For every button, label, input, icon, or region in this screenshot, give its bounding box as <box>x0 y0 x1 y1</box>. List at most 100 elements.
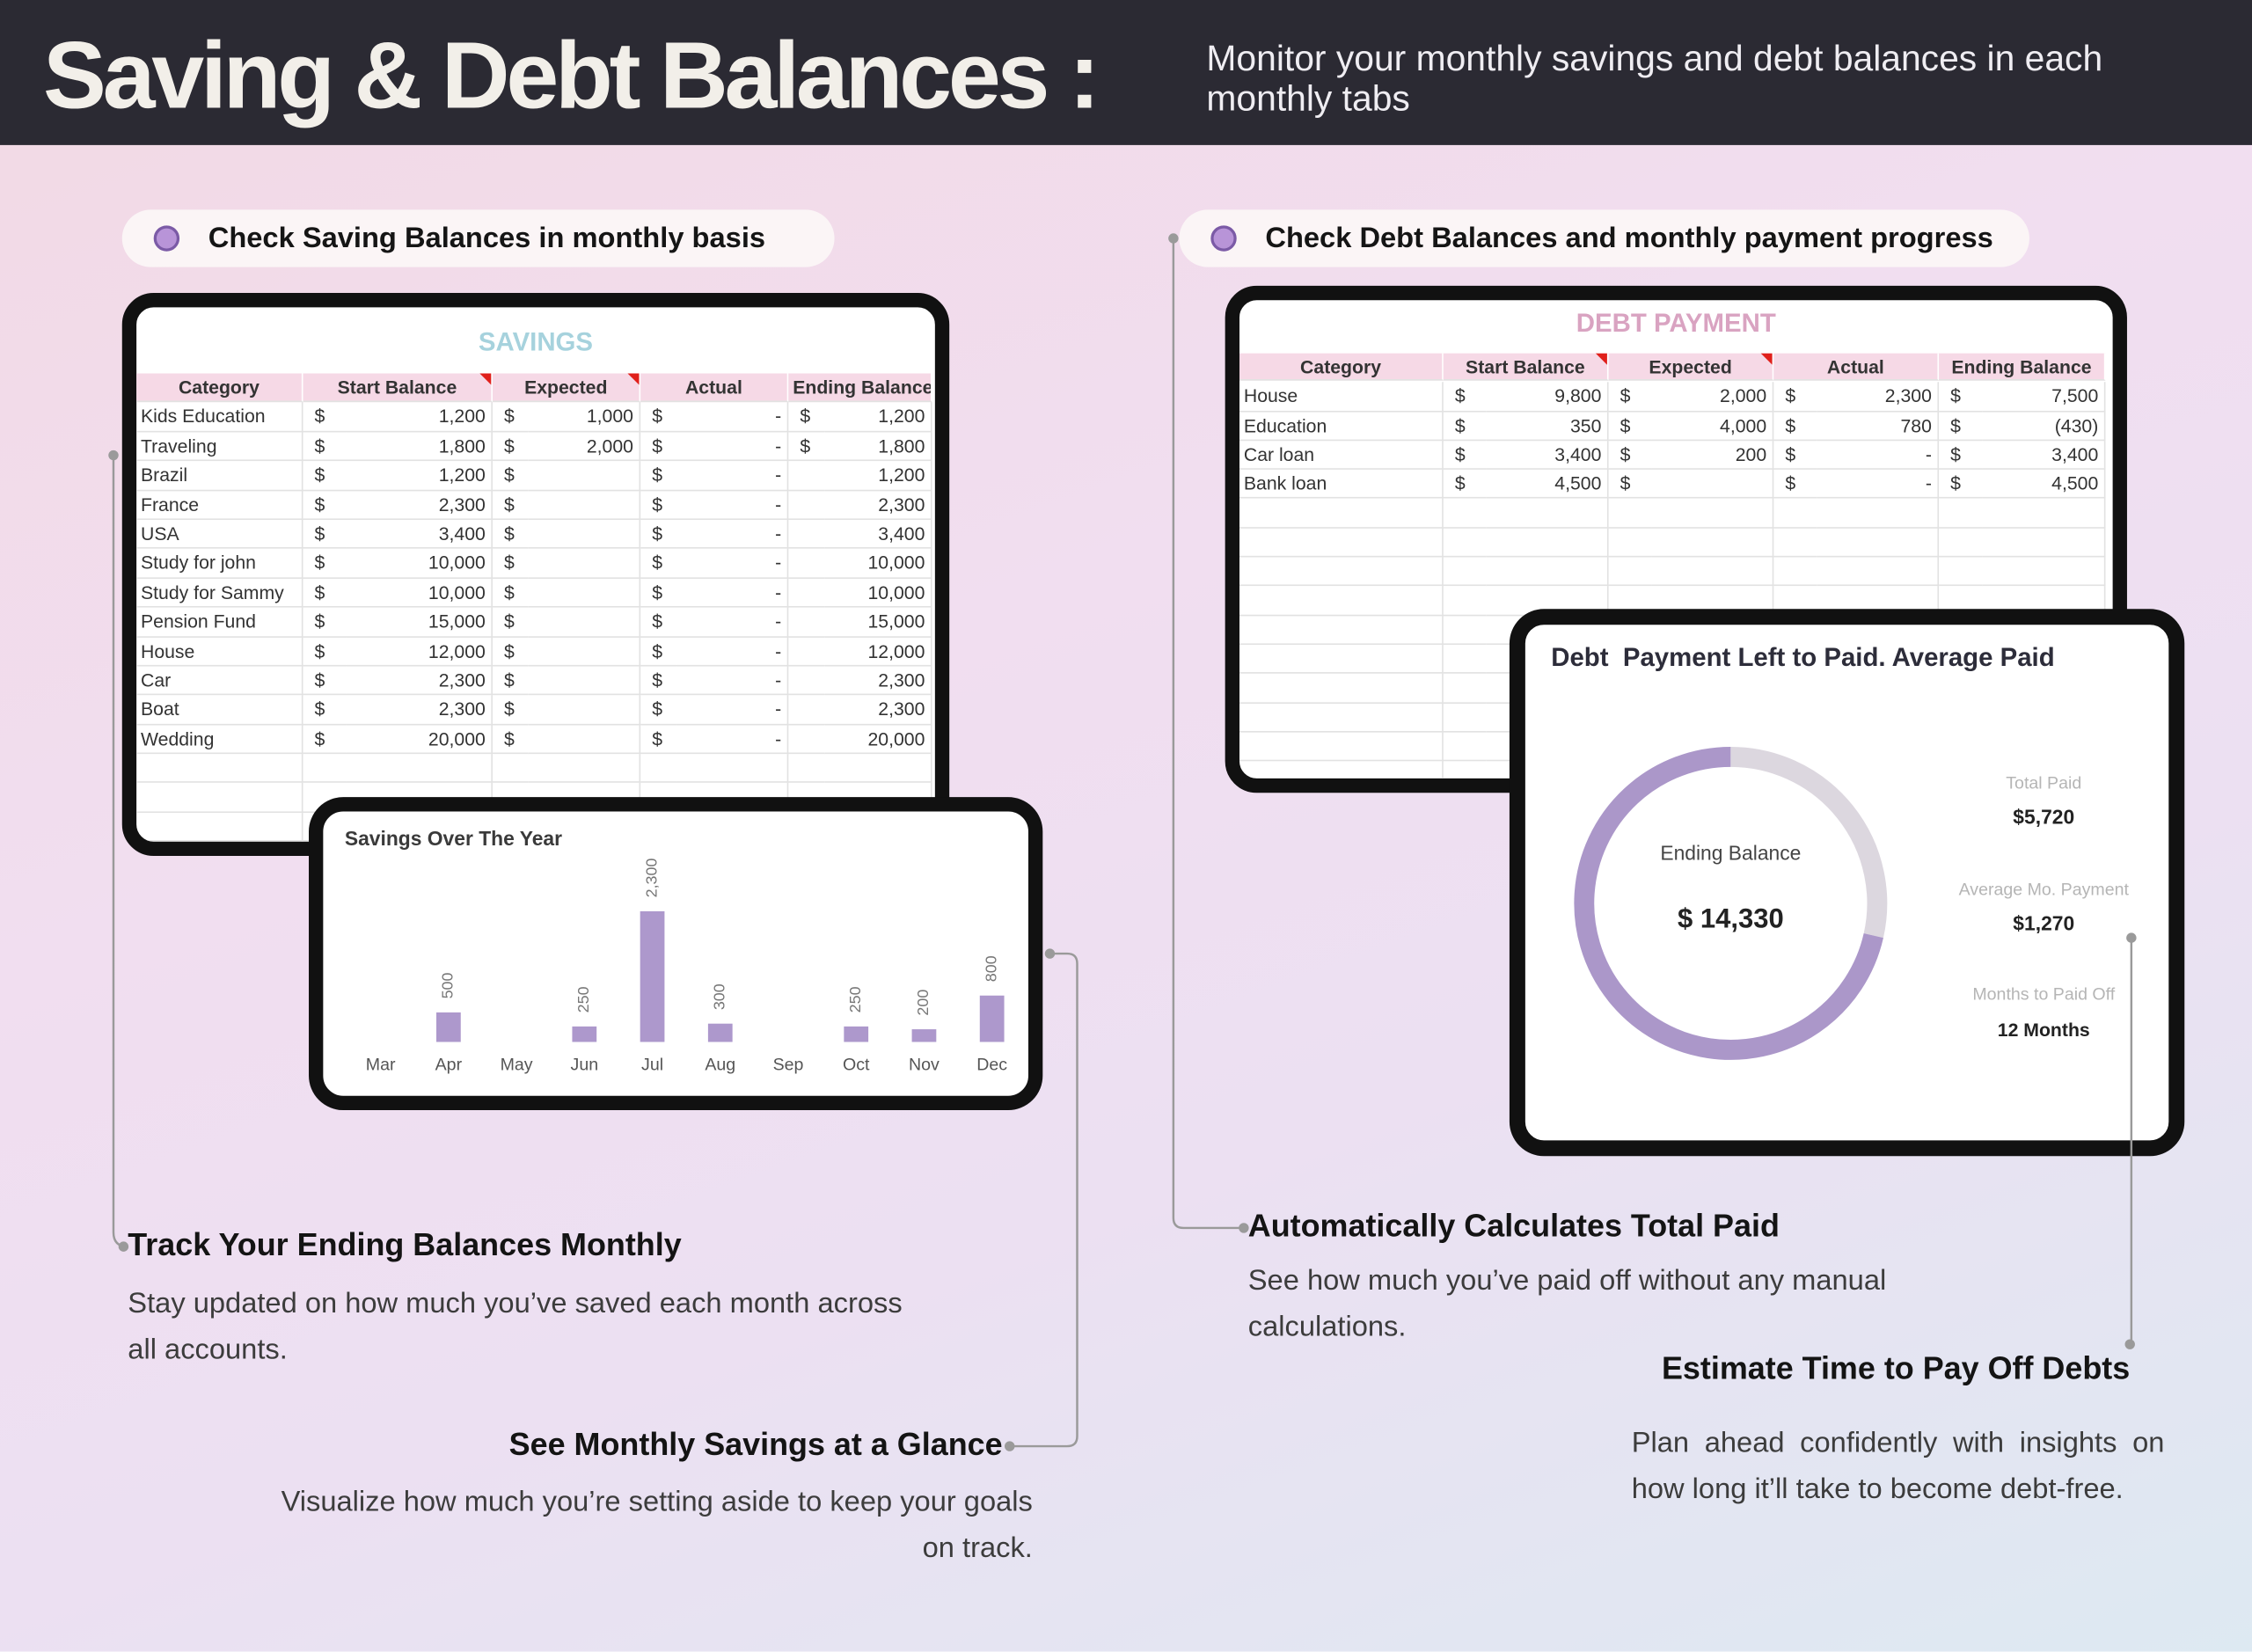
empty-cell <box>1773 528 1817 558</box>
amount-cell: 1,800 <box>346 432 493 462</box>
currency-cell: $ <box>1939 383 1983 412</box>
amount-cell: 2,000 <box>1651 382 1774 412</box>
empty-cell <box>1773 499 1817 529</box>
currency-cell: $ <box>303 491 347 520</box>
amount-cell: (430) <box>1982 411 2106 442</box>
connector-dot <box>108 450 119 461</box>
currency-cell: $ <box>640 608 676 638</box>
amount-cell <box>1651 470 1774 500</box>
feature-text: See how much you’ve paid off without any… <box>1247 1265 1887 1343</box>
amount-cell: 12,000 <box>346 637 493 667</box>
currency-cell: $ <box>1608 470 1652 500</box>
currency-cell: $ <box>1939 470 1983 500</box>
center-value: $ 14,330 <box>1678 903 1784 934</box>
empty-cell <box>1486 557 1609 587</box>
amount-cell: - <box>676 578 789 608</box>
empty-cell <box>788 754 825 784</box>
empty-cell <box>1651 557 1774 587</box>
currency-cell: $ <box>788 403 825 433</box>
x-tick-label: Oct <box>843 1056 870 1075</box>
amount-cell: - <box>676 666 789 696</box>
empty-cell <box>1651 499 1774 529</box>
currency-cell: $ <box>1773 383 1817 412</box>
connector-dot <box>1044 948 1056 959</box>
amount-cell <box>528 549 641 579</box>
amount-cell: - <box>676 432 789 462</box>
column-header: Start Balance <box>303 373 493 403</box>
currency-cell: $ <box>1443 383 1487 412</box>
empty-cell <box>1443 616 1487 646</box>
x-tick-label: Jul <box>641 1056 663 1075</box>
amount-cell: 10,000 <box>824 549 932 579</box>
category-cell: Study for Sammy <box>136 578 303 608</box>
amount-cell <box>528 578 641 608</box>
amount-cell: 4,500 <box>1982 470 2106 500</box>
currency-cell: $ <box>303 403 347 433</box>
currency-cell: $ <box>640 549 676 579</box>
empty-cell <box>1443 674 1487 704</box>
data-label: 200 <box>914 990 932 1016</box>
amount-cell: 3,400 <box>824 519 932 550</box>
x-tick-label: Sep <box>773 1056 804 1075</box>
amount-cell: 20,000 <box>346 724 493 755</box>
amount-cell: 7,500 <box>1982 382 2106 412</box>
column-header: Expected <box>1608 353 1774 381</box>
currency-cell: $ <box>640 403 676 433</box>
summary-card: Debt Payment Left to Paid. Average Paid … <box>1509 609 2185 1157</box>
category-cell: Kids Education <box>136 402 303 433</box>
amount-cell: 2,300 <box>346 490 493 520</box>
connector-dot <box>2124 1339 2135 1349</box>
amount-cell: 2,300 <box>346 695 493 725</box>
currency-cell <box>788 461 825 491</box>
empty-cell <box>1239 645 1444 675</box>
amount-cell <box>528 695 641 725</box>
empty-cell <box>824 754 932 784</box>
amount-cell: 2,300 <box>346 666 493 696</box>
feature-text: Plan ahead confidently with insights on … <box>1631 1427 2165 1506</box>
section-pill: Check Debt Balances and monthly payment … <box>1179 209 2029 267</box>
currency-cell: $ <box>640 461 676 491</box>
amount-cell: 12,000 <box>824 637 932 667</box>
currency-cell: $ <box>492 461 529 491</box>
currency-cell: $ <box>492 666 529 696</box>
data-label: 800 <box>982 955 999 982</box>
center-label: Ending Balance <box>1660 841 1801 864</box>
empty-cell <box>1239 703 1444 733</box>
currency-cell: $ <box>303 461 347 491</box>
amount-cell <box>528 461 641 491</box>
category-cell: Education <box>1239 411 1444 442</box>
column-header: Start Balance <box>1443 353 1609 381</box>
category-cell: House <box>136 637 303 667</box>
empty-cell <box>1817 528 1940 558</box>
empty-cell <box>1239 528 1444 558</box>
currency-cell: $ <box>640 666 676 696</box>
sheet-title: SAVINGS <box>478 327 594 356</box>
empty-cell <box>1982 528 2106 558</box>
amount-cell <box>528 607 641 638</box>
currency-cell: $ <box>303 579 347 608</box>
sheet-title: DEBT PAYMENT <box>1576 309 1776 338</box>
amount-cell: 20,000 <box>824 724 932 755</box>
empty-cell <box>1443 499 1487 529</box>
data-label: 500 <box>439 972 457 998</box>
stat-value: $1,270 <box>2013 911 2074 934</box>
bar <box>707 1023 733 1042</box>
currency-cell: $ <box>303 549 347 579</box>
bar <box>435 1012 461 1042</box>
amount-cell: 350 <box>1486 411 1609 442</box>
bullet <box>153 225 180 252</box>
category-cell: Study for john <box>136 549 303 579</box>
feature-title: Track Your Ending Balances Monthly <box>128 1226 682 1263</box>
amount-cell: 2,300 <box>824 666 932 696</box>
x-tick-label: Mar <box>366 1056 396 1075</box>
currency-cell <box>788 725 825 755</box>
empty-cell <box>136 812 303 842</box>
currency-cell: $ <box>492 608 529 638</box>
stat-value: $5,720 <box>2013 806 2074 829</box>
sheet-grid: Category Start Balance Expected Actual Endin… <box>136 373 932 842</box>
amount-cell: 15,000 <box>346 607 493 638</box>
amount-cell: 1,200 <box>824 402 932 433</box>
chart-card: Savings Over The Year Mar Apr 500 May Jun 250… <box>309 797 1043 1111</box>
currency-cell: $ <box>640 432 676 462</box>
amount-cell: - <box>676 519 789 550</box>
